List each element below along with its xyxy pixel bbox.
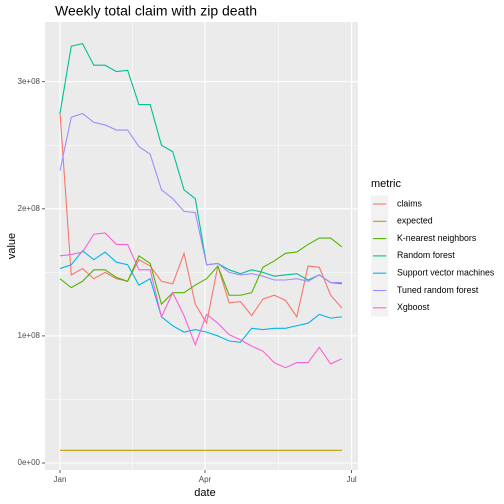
series-line — [59, 42, 342, 285]
x-tick-label: Jul — [346, 475, 356, 484]
legend-label: K-nearest neighbors — [397, 233, 477, 243]
legend-label: Support vector machines — [397, 268, 495, 278]
series-line — [59, 232, 343, 369]
x-tick-label: Jan — [54, 475, 67, 484]
legend-label: claims — [397, 198, 423, 208]
x-axis-label: date — [194, 487, 215, 499]
legend-label: expected — [397, 216, 433, 226]
y-tick-label: 1e+08 — [18, 331, 41, 340]
panel — [45, 22, 358, 470]
legend-title: metric — [371, 178, 401, 190]
series-line — [59, 237, 343, 306]
chart-title: Weekly total claim with zip death — [55, 3, 257, 19]
series-line — [59, 112, 343, 325]
x-tick-label: Apr — [199, 475, 212, 484]
legend-label: Random forest — [397, 250, 455, 260]
y-tick-label: 3e+08 — [18, 77, 41, 86]
y-tick-label: 2e+08 — [18, 204, 41, 213]
legend-label: Tuned random forest — [397, 285, 479, 295]
series-line — [59, 112, 342, 284]
legend-label: Xgboost — [397, 302, 430, 312]
y-tick-label: 0e+00 — [18, 458, 41, 467]
y-axis-label: value — [6, 233, 18, 259]
